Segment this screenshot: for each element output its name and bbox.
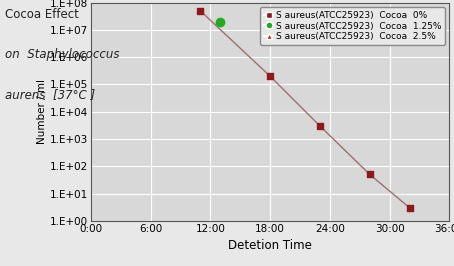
Text: on  Staphylococcus: on Staphylococcus [5,48,119,61]
Legend: S aureus(ATCC25923)  Cocoa  0%, S aureus(ATCC25923)  Cocoa  1.25%, S aureus(ATCC: S aureus(ATCC25923) Cocoa 0%, S aureus(A… [261,7,445,45]
Point [406,206,413,210]
Point [336,20,344,24]
Text: Cocoa Effect: Cocoa Effect [5,8,79,21]
Text: aurens  [37°C ]: aurens [37°C ] [5,88,95,101]
Y-axis label: Number / ml: Number / ml [37,79,47,144]
Point [197,9,204,13]
Point [217,20,224,24]
Point [266,74,274,78]
X-axis label: Detetion Time: Detetion Time [228,239,312,252]
Point [366,172,373,177]
Point [316,124,324,128]
